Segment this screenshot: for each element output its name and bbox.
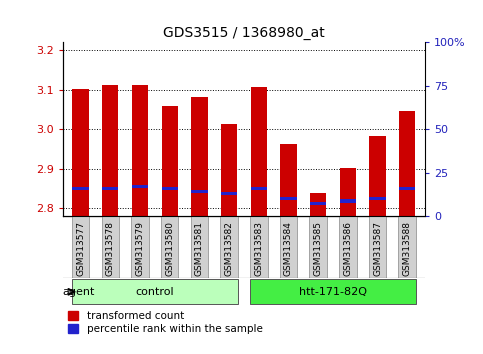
Bar [369, 197, 386, 200]
Bar [251, 87, 267, 216]
Bar [399, 111, 415, 216]
Text: GSM313580: GSM313580 [165, 221, 174, 276]
Text: GSM313583: GSM313583 [254, 221, 263, 276]
Bar [399, 187, 415, 190]
Bar [102, 85, 118, 216]
Text: GSM313586: GSM313586 [343, 221, 352, 276]
Bar [72, 279, 238, 304]
Bar [340, 168, 356, 216]
Bar [131, 216, 149, 278]
Title: GDS3515 / 1368980_at: GDS3515 / 1368980_at [163, 26, 325, 40]
Bar [221, 124, 237, 216]
Bar [280, 197, 297, 200]
Text: GSM313579: GSM313579 [136, 221, 144, 276]
Text: control: control [136, 287, 174, 297]
Text: GSM313588: GSM313588 [403, 221, 412, 276]
Bar [369, 136, 386, 216]
Bar [310, 216, 327, 278]
Bar [191, 216, 208, 278]
Bar [220, 216, 238, 278]
Bar [280, 144, 297, 216]
Text: GSM313578: GSM313578 [106, 221, 115, 276]
Legend: transformed count, percentile rank within the sample: transformed count, percentile rank withi… [68, 311, 263, 334]
Text: htt-171-82Q: htt-171-82Q [299, 287, 367, 297]
Bar [369, 216, 386, 278]
Bar [310, 193, 327, 216]
Bar [310, 202, 327, 205]
Bar [132, 85, 148, 216]
Bar [340, 199, 356, 202]
Bar [250, 279, 416, 304]
Bar [339, 216, 356, 278]
Text: GSM313584: GSM313584 [284, 221, 293, 276]
Bar [398, 216, 416, 278]
Text: agent: agent [63, 287, 95, 297]
Bar [280, 216, 297, 278]
Text: GSM313585: GSM313585 [313, 221, 323, 276]
Text: GSM313587: GSM313587 [373, 221, 382, 276]
Bar [191, 189, 208, 193]
Bar [72, 187, 89, 190]
Bar [102, 187, 118, 190]
Bar [191, 97, 208, 216]
Bar [161, 187, 178, 190]
Bar [161, 216, 178, 278]
Text: GSM313582: GSM313582 [225, 221, 234, 276]
Text: GSM313581: GSM313581 [195, 221, 204, 276]
Bar [72, 216, 89, 278]
Bar [132, 185, 148, 188]
Bar [161, 106, 178, 216]
Bar [251, 187, 267, 190]
Text: GSM313577: GSM313577 [76, 221, 85, 276]
Bar [101, 216, 119, 278]
Bar [250, 216, 268, 278]
Bar [221, 192, 237, 195]
Bar [72, 89, 89, 216]
